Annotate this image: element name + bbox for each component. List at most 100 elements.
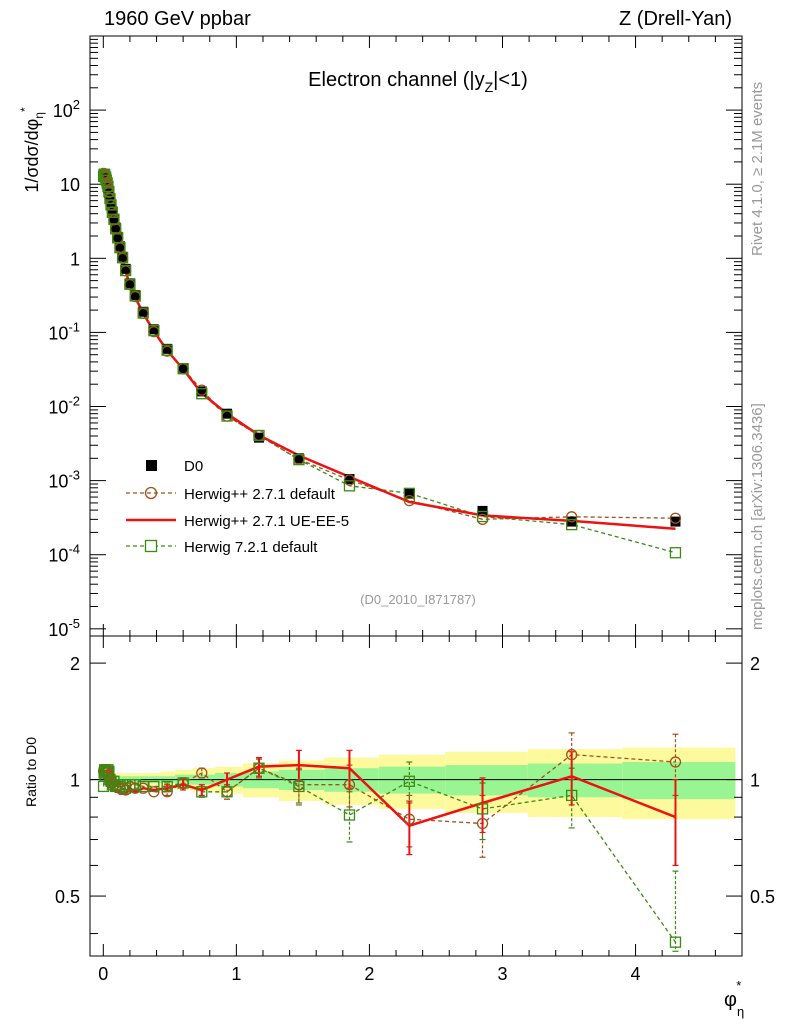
hpp-default-ratio-marker (343, 779, 356, 791)
h7-marker (161, 344, 173, 356)
h7-ratio-marker (476, 803, 489, 815)
rivet-label: Rivet 4.1.0, ≥ 2.1M events (749, 82, 766, 256)
y-tick-label: 1 (70, 249, 80, 269)
data-point (130, 289, 141, 300)
h7-marker (106, 206, 119, 218)
h7-marker (403, 487, 415, 499)
h7-marker (293, 453, 305, 466)
hpp-default-ratio-marker (476, 817, 489, 830)
header-right: Z (Drell-Yan) (619, 8, 732, 30)
analysis-id: (D0_2010_I871787) (360, 592, 476, 607)
axis-tick-labels: 0 1 2 3 4 10-5 10-4 10-3 10-2 10-1 1 10 102 0.5 0.5 1 1 2… (48, 97, 775, 984)
ratio-bands (103, 747, 736, 820)
y-tick-label: 10-1 (48, 319, 80, 343)
legend-marker-hpp-default (144, 486, 158, 500)
y-tick-label: 10-2 (48, 394, 80, 418)
data-point (120, 263, 131, 274)
y-tick-label: 10-3 (48, 468, 80, 492)
ylabel-bottom: Ratio to D0 (23, 737, 39, 807)
y-tick-label: 10 (60, 175, 80, 195)
x-tick-label: 2 (364, 964, 374, 984)
legend-marker-data (146, 460, 157, 471)
h7-ratio-marker (221, 786, 233, 798)
ratio-tick-label-left: 2 (70, 654, 80, 674)
hpp-default-ratio-marker (196, 767, 208, 779)
band-inner (378, 766, 446, 794)
data-point (107, 206, 118, 217)
h7-ratio-marker (343, 809, 356, 821)
data-point (117, 251, 128, 262)
h7-ratio-marker (566, 789, 578, 802)
h7-marker (196, 388, 208, 400)
h7-ratio-marker (293, 780, 305, 793)
data-point (110, 222, 121, 233)
h7-marker (116, 252, 129, 264)
ratio-tick-label-left: 1 (70, 771, 80, 791)
hpp-default-ratio-marker (566, 748, 578, 761)
data-point (404, 488, 415, 499)
hpp-default-marker (343, 474, 356, 486)
data-point (108, 213, 119, 224)
data-point (124, 278, 135, 289)
h7-marker (253, 429, 265, 442)
data-point (670, 516, 681, 527)
hpp-default-ratio-marker (669, 756, 682, 768)
data-point (106, 199, 117, 210)
ratio-tick-label-right: 0.5 (750, 887, 775, 907)
hpp-default-marker (403, 494, 415, 507)
data-point (104, 193, 115, 204)
h7-marker (669, 547, 682, 559)
h7-marker (476, 510, 489, 523)
x-tick-label: 0 (98, 964, 108, 984)
band-inner (622, 762, 736, 800)
ylabel-top: 1/σdσ/dφη* (18, 107, 46, 193)
data-point (196, 386, 207, 397)
y-tick-label: 10-5 (48, 616, 80, 640)
h7-marker (103, 185, 115, 198)
band-inner (445, 765, 528, 796)
data-point (293, 453, 304, 464)
hpp-default-marker (669, 512, 682, 524)
h7-ratio-marker (669, 936, 682, 948)
series-group (97, 167, 682, 952)
legend-label-h7: Herwig 7.2.1 default (184, 539, 318, 556)
y-tick-label: 10-4 (48, 542, 80, 566)
h7-marker (105, 199, 117, 211)
header-left: 1960 GeV ppbar (104, 8, 251, 30)
legend-label-data: D0 (184, 458, 203, 475)
legend: D0 Herwig++ 2.7.1 default Herwig++ 2.7.1… (126, 458, 349, 556)
data-point (253, 432, 264, 443)
h7-ratio-marker (148, 780, 160, 793)
mcplots-label: mcplots.cern.ch [arXiv:1306.3436] (749, 403, 766, 630)
data-point (114, 241, 125, 252)
x-tick-label: 4 (631, 964, 641, 984)
axis-ticks (90, 36, 742, 956)
ratio-tick-label-left: 0.5 (55, 887, 80, 907)
data-point (344, 474, 355, 485)
h7-ratio-marker (403, 775, 415, 787)
h7-ratio-marker (253, 762, 265, 774)
data-point (162, 343, 173, 354)
legend-label-hpp-default: Herwig++ 2.7.1 default (184, 486, 336, 503)
legend-marker-h7 (144, 539, 158, 553)
h7-ratio-marker (196, 786, 208, 798)
data-point (148, 324, 159, 335)
h7-marker (124, 278, 136, 290)
h7-marker (221, 410, 233, 422)
legend-label-hpp-ue: Herwig++ 2.7.1 UE-EE-5 (184, 513, 349, 530)
h7-ratio-marker (161, 780, 173, 793)
data-point (112, 231, 123, 242)
ratio-tick-label-right: 2 (750, 654, 760, 674)
ratio-tick-label-right: 1 (750, 771, 760, 791)
bottom-panel-frame (89, 635, 743, 957)
y-tick-label: 102 (53, 97, 80, 121)
data-point (138, 306, 149, 317)
h7-marker (120, 264, 132, 277)
hpp-ue-line (102, 173, 676, 531)
h7-marker (177, 363, 189, 375)
x-tick-label: 3 (497, 964, 507, 984)
h7-marker (566, 518, 578, 531)
chart-title: Electron channel (|yZ|<1) (308, 69, 528, 95)
h7-marker (129, 290, 141, 302)
